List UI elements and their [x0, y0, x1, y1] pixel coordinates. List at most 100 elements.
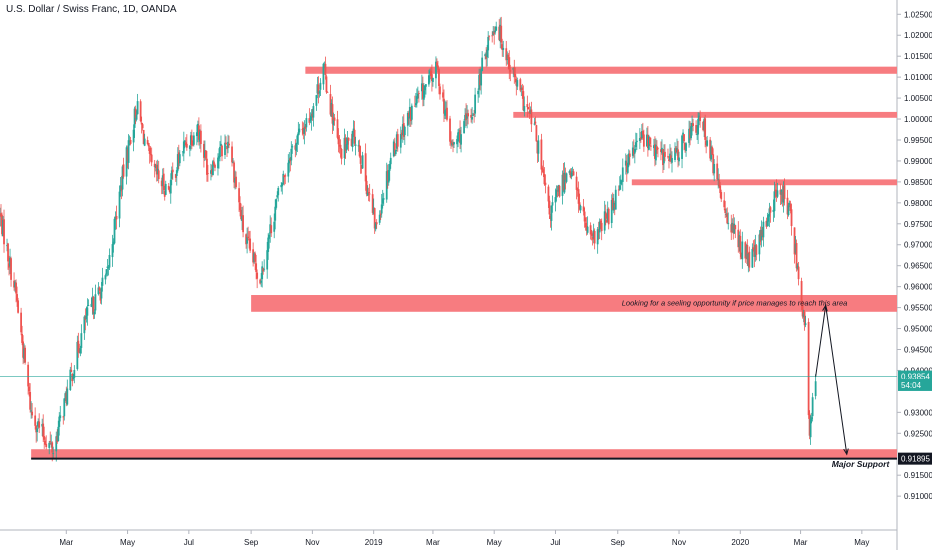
candle-down	[336, 119, 339, 138]
candle-up	[309, 119, 312, 122]
candle-down	[549, 215, 552, 219]
candle-down	[239, 202, 241, 210]
time-axis[interactable]: Mar May Jul Sep Nov 2019 Mar May Jul Sep Nov 2020 Ma…	[0, 529, 897, 547]
candle-down	[639, 137, 642, 140]
candle-up	[685, 143, 687, 151]
price-axis[interactable]: 1.02500 1.02000 1.01500 1.01000 1.00500 1.000…	[896, 0, 932, 550]
candle-up	[458, 131, 460, 134]
candle-up	[445, 108, 447, 110]
candle-down	[491, 35, 494, 37]
candle-up	[464, 114, 466, 121]
candle-up	[523, 106, 526, 112]
candle-up	[354, 144, 357, 146]
candle-up	[571, 171, 574, 173]
candle-down	[379, 213, 382, 215]
y-tick-label: 0.98500	[904, 178, 932, 187]
candle-up	[36, 428, 39, 433]
candle-down	[147, 142, 150, 147]
candle-up	[189, 135, 192, 145]
candle-up	[596, 229, 599, 245]
price-label-text: 54:04	[901, 381, 922, 390]
y-tick-label: 0.96000	[904, 283, 932, 292]
candle-down	[597, 230, 600, 232]
candle-up	[618, 185, 621, 190]
candle-up	[276, 195, 279, 198]
candle-down	[71, 373, 74, 382]
candle-up	[762, 221, 765, 238]
candle-down	[689, 128, 691, 139]
candle-down	[473, 114, 476, 115]
candle-up	[269, 224, 272, 234]
candle-up	[273, 221, 276, 232]
candle-down	[534, 121, 537, 124]
candle-down	[233, 162, 235, 183]
candle-up	[403, 126, 406, 136]
candle-up	[316, 84, 319, 94]
candle-down	[443, 98, 445, 114]
price-label-text: 0.91895	[901, 455, 930, 464]
resistance-zone[interactable]	[251, 295, 898, 312]
projection-arrow[interactable]	[815, 305, 848, 455]
candle-down	[21, 333, 23, 343]
candle-down	[340, 148, 343, 159]
candle-down	[302, 127, 305, 134]
candle-up	[768, 208, 771, 217]
candle-down	[190, 135, 193, 146]
candle-down	[737, 229, 740, 248]
candle-up	[626, 163, 629, 173]
candle-up	[58, 416, 61, 427]
resistance-zone[interactable]	[305, 66, 897, 74]
candle-up	[809, 418, 812, 438]
candle-down	[459, 130, 461, 144]
candle-up	[487, 36, 490, 51]
candle-up	[678, 157, 680, 162]
candle-down	[240, 209, 242, 220]
candle-down	[248, 239, 251, 241]
candle-down	[245, 234, 247, 245]
candle-down	[56, 435, 59, 443]
candle-down	[43, 436, 46, 440]
candle-up	[385, 171, 388, 200]
x-tick-label: Jul	[184, 538, 194, 547]
candle-up	[480, 69, 483, 86]
x-tick-label: May	[120, 538, 135, 547]
candle-up	[592, 230, 595, 238]
candle-up	[315, 95, 318, 106]
candle-down	[786, 197, 789, 215]
candle-up	[361, 155, 364, 169]
candle-up	[212, 161, 214, 176]
candle-down	[670, 155, 672, 162]
candle-up	[241, 216, 243, 222]
candle-down	[498, 26, 501, 40]
resistance-zone[interactable]	[31, 449, 898, 459]
candle-up	[86, 307, 89, 316]
candle-up	[682, 132, 684, 135]
x-tick-label: Nov	[305, 538, 319, 547]
candle-up	[565, 173, 568, 182]
candle-down	[704, 118, 707, 140]
candle-down	[115, 215, 118, 220]
candle-down	[238, 188, 240, 203]
candle-up	[550, 205, 553, 221]
candle-down	[3, 219, 5, 245]
candle-down	[625, 162, 628, 172]
candle-down	[262, 268, 265, 272]
x-tick-label: Mar	[59, 538, 73, 547]
candle-down	[199, 130, 202, 145]
candle-up	[586, 226, 589, 233]
candle-up	[195, 132, 198, 137]
candle-down	[536, 142, 539, 154]
candle-down	[157, 170, 160, 180]
candle-up	[772, 209, 775, 212]
candle-down	[664, 151, 666, 157]
candle-down	[613, 204, 616, 208]
candle-down	[324, 63, 327, 75]
candle-down	[45, 443, 48, 448]
candle-up	[647, 136, 650, 150]
candle-down	[167, 185, 170, 190]
candle-down	[558, 185, 561, 197]
candle-down	[226, 145, 228, 150]
resistance-zone[interactable]	[631, 179, 897, 186]
candle-down	[544, 182, 547, 185]
